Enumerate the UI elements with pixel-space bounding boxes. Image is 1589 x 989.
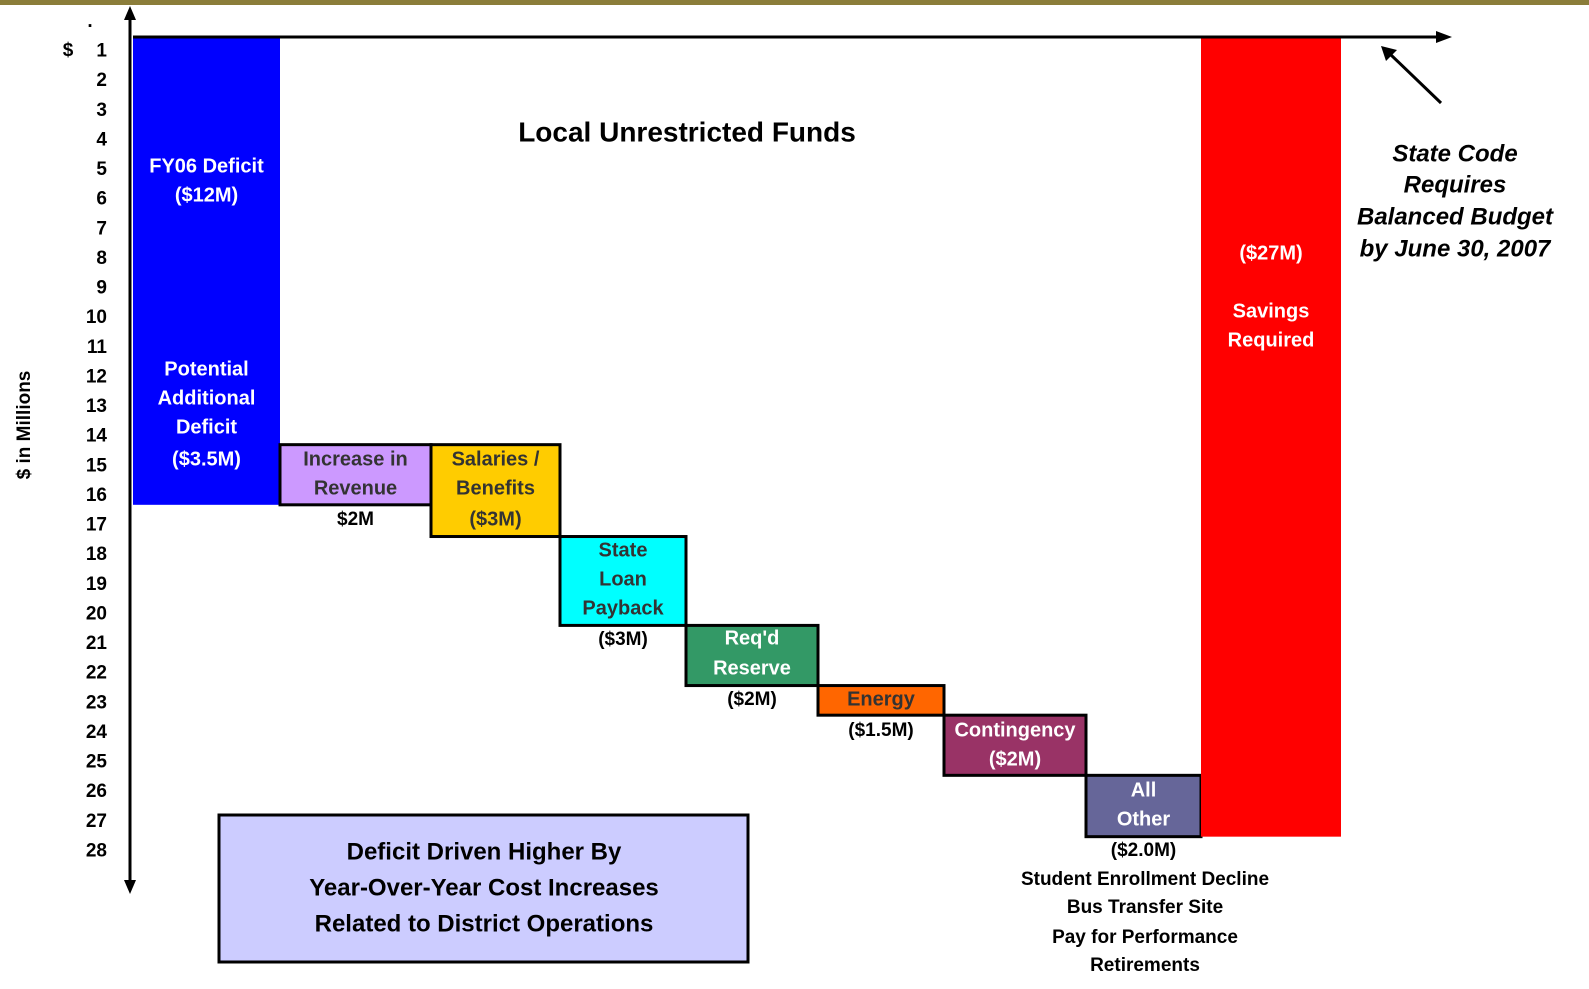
y-tick-label: 6 [96,189,107,210]
bar-note: Pay for Performance [1052,927,1238,948]
chart-title: Local Unrestricted Funds [518,116,856,147]
y-tick-label: 4 [96,129,107,150]
annotation: Requires [1404,171,1507,198]
y-tick-label: 23 [86,692,107,713]
plot [133,36,1341,839]
y-tick-label: 2 [96,70,107,91]
bar-note: ($1.5M) [848,720,913,741]
arrow-head [124,880,136,894]
y-tick-label: 1 [96,40,107,61]
bar-note: ($2.0M) [1111,840,1176,861]
bar [558,535,688,627]
bar-label: Benefits [456,477,535,499]
bar-label: Req'd [725,627,780,649]
y-tick-label: 26 [86,781,107,802]
bar-note: $2M [337,509,374,530]
y-tick-label: 7 [96,218,107,239]
y-tick-label: 8 [96,248,107,269]
y-tick-label: 15 [86,455,108,476]
bar-note: Bus Transfer Site [1067,897,1223,918]
bar-label: All [1131,779,1157,801]
bar-label: Required [1228,329,1315,351]
annotation: by June 30, 2007 [1360,235,1552,262]
bar [684,623,820,688]
y-tick-label: 21 [86,633,108,654]
y-tick-label: 9 [96,278,107,299]
annotation: State Code [1392,140,1517,167]
box-text: Year-Over-Year Cost Increases [309,874,659,901]
arrow-head [124,6,136,20]
bar [942,713,1088,777]
bar [429,443,562,539]
bar-label: ($3.5M) [172,448,241,470]
y-tick-label: 13 [86,396,107,417]
bar [278,443,433,507]
annotation: Balanced Budget [1357,203,1554,230]
bar-label: Payback [582,597,664,619]
axes [128,14,1443,886]
y-tick-label: 25 [86,752,108,773]
bar-label: Increase in [303,448,408,470]
y-tick-label: 16 [86,485,107,506]
bar-label: Reserve [713,657,791,679]
bar-note: Student Enrollment Decline [1021,869,1269,890]
box-text: Deficit Driven Higher By [347,838,622,865]
bar-label: Loan [599,568,647,590]
bar-label: ($12M) [175,184,238,206]
y-tick-label: 24 [86,722,108,743]
bar-label: ($3M) [469,508,521,530]
bar-label: Potential [164,358,248,380]
bar-label: Deficit [176,416,237,438]
bar-label: State [599,539,648,561]
y-unit: $ [63,40,74,61]
bar-label: Additional [158,387,256,409]
y-tick-label: 3 [96,100,107,121]
y-axis-label: $ in Millions [14,371,35,480]
y-tick-label: 12 [86,366,107,387]
bar-label: FY06 Deficit [149,155,264,177]
y-tick-label: 28 [86,840,107,861]
bar-label: ($2M) [989,748,1041,770]
y-tick-label: 10 [86,307,107,328]
y-tick-label: 14 [86,426,108,447]
bar [1084,773,1203,839]
y-tick-label: 17 [86,515,107,536]
y-tick-label: 19 [86,574,107,595]
bar-label: Revenue [314,477,397,499]
bar-label: Other [1117,808,1171,830]
arrow-head [1381,46,1397,61]
y-tick-label: 18 [86,544,107,565]
box-text: Related to District Operations [315,910,654,937]
y-tick-label: 27 [86,811,107,832]
bar-label: ($27M) [1239,242,1302,264]
bar-note: Retirements [1090,955,1200,976]
pointer-line [1388,52,1443,105]
bar-note: ($3M) [598,629,648,650]
y-tick-label: 11 [87,337,108,358]
bar-label: Energy [847,688,916,710]
bar-label: Contingency [954,719,1076,741]
bar [133,36,280,505]
bar [816,684,946,717]
axis-top-mark: . [87,11,92,32]
arrow-head [1436,31,1452,43]
note-box [217,813,750,964]
y-tick-label: 5 [96,159,107,180]
bar-label: Savings [1233,300,1310,322]
y-tick-label: 20 [86,603,107,624]
top-band [0,0,1589,5]
bar [1201,38,1341,837]
bar-label: Salaries / [452,448,540,470]
bar-note: ($2M) [727,689,777,710]
y-tick-label: 22 [86,663,107,684]
